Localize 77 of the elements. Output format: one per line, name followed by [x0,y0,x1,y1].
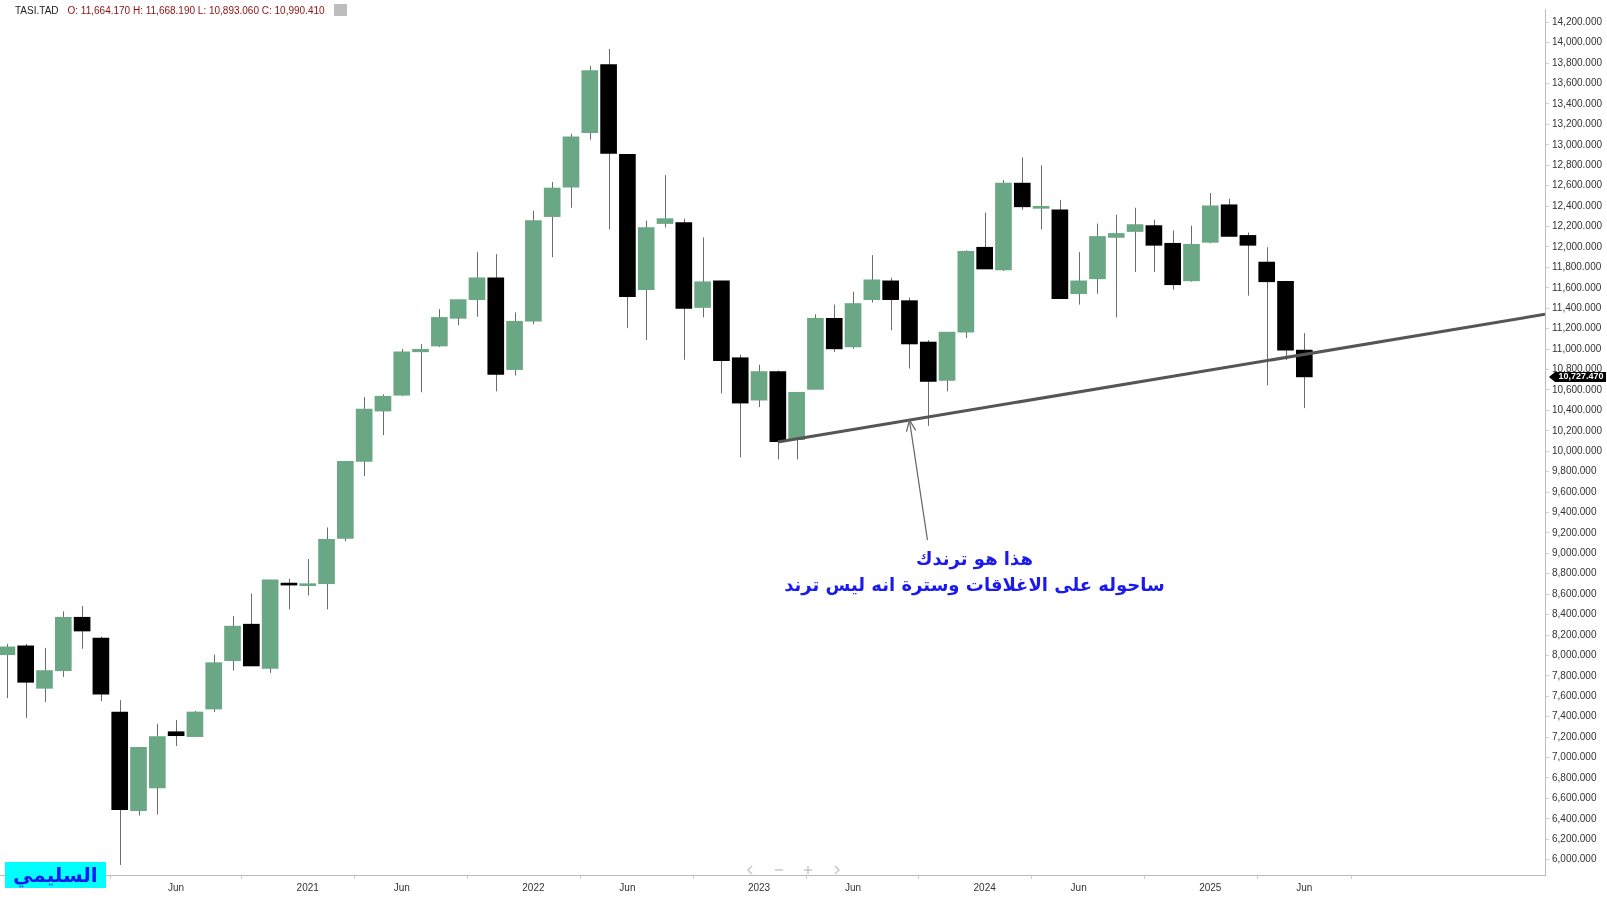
x-tick-label: Jun [1070,881,1087,893]
y-tick-label: 9,600.000 [1552,485,1597,497]
y-tick-label: 14,200.000 [1552,16,1603,28]
y-tick-label: 13,800.000 [1552,56,1603,68]
candlestick [374,393,392,436]
y-tick-label: 10,600.000 [1552,383,1603,395]
text: 10,727.470 [1558,371,1604,382]
x-tick-label: 2021 [296,881,320,893]
y-tick-label: 14,000.000 [1552,36,1603,48]
x-tick-label: 2022 [522,881,545,893]
candlestick [863,254,881,303]
y-tick-label: 9,800.000 [1552,465,1597,477]
candlestick [0,643,16,699]
y-tick-label: 10,000.000 [1552,444,1603,456]
chart-subtitle: O: 11,664.170 H: 11,668.190 L: 10,893.060 C: 10,990.410 [67,4,325,16]
annotation: السليمي [5,862,106,888]
y-tick-label: 11,000.000 [1552,342,1602,354]
candlestick [882,277,899,331]
candlestick [167,719,185,747]
y-tick-label: 6,800.000 [1552,771,1597,783]
y-tick-label: 8,000.000 [1552,649,1597,661]
x-tick-label: 2024 [973,881,997,893]
y-tick-label: 12,600.000 [1552,179,1603,191]
y-tick-label: 9,000.000 [1552,547,1597,559]
y-tick-label: 6,400.000 [1552,812,1597,824]
x-tick-label: Jun [844,881,862,893]
y-tick-label: 7,800.000 [1552,669,1597,681]
candlestick [1070,251,1088,306]
candlestick [976,212,993,270]
candlestick [1126,207,1144,273]
annotation: هذا هو ترندك ساحوله على الاغلاقات وسترة انه ليس ترند [784,547,1165,596]
y-tick-label: 11,400.000 [1552,301,1602,313]
candlestick [36,647,53,703]
y-tick-label: 11,200.000 [1552,322,1602,334]
candlestick [73,605,91,650]
candlestick [1239,231,1257,297]
y-tick-label: 7,200.000 [1552,730,1597,742]
candlestick [1032,164,1050,230]
y-tick-label: 6,600.000 [1552,792,1597,804]
y-tick-label: 6,200.000 [1552,833,1597,845]
candlestick [412,343,429,393]
y-tick-label: 10,400.000 [1552,404,1603,416]
candlestick [299,558,317,596]
y-tick-label: 8,600.000 [1552,587,1597,599]
y-tick-label: 10,200.000 [1552,424,1603,436]
y-tick-label: 13,600.000 [1552,77,1603,89]
candlestick [1258,246,1276,386]
y-tick-label: 12,200.000 [1552,220,1603,232]
chart-title: TASI.TAD [15,4,59,16]
candlestick [449,299,467,326]
y-tick-label: 12,800.000 [1552,159,1603,170]
y-tick-label: 12,400.000 [1552,199,1603,211]
candlestick [468,251,486,318]
y-tick-label: 12,000.000 [1552,240,1603,252]
y-tick-label: 8,200.000 [1552,628,1597,640]
candlestick [656,174,674,229]
y-tick-label: 9,400.000 [1552,506,1597,518]
y-tick-label: 8,400.000 [1552,608,1597,620]
y-tick-label: 13,000.000 [1552,138,1603,150]
x-tick-label: 2025 [1199,881,1222,893]
y-tick-label: 11,600.000 [1552,281,1602,293]
x-tick-label: 2023 [747,881,771,893]
y-tick-label: 13,400.000 [1552,97,1603,109]
y-tick-label: 8,800.000 [1552,567,1597,579]
y-tick-label: 7,400.000 [1552,710,1597,722]
x-tick-label: Jun [168,881,185,893]
y-tick-label: 13,200.000 [1552,118,1603,130]
candlestick [1107,214,1125,318]
x-tick-label: Jun [1296,881,1313,893]
y-tick-label: 11,800.000 [1552,261,1602,273]
x-tick-label: Jun [619,881,636,893]
x-tick-label: Jun [393,881,410,893]
candlestick [1145,219,1163,273]
y-tick-label: 7,000.000 [1552,751,1597,763]
y-tick-label: 6,000.000 [1552,853,1597,865]
y-tick-label: 7,600.000 [1552,690,1597,702]
y-tick-label: 9,200.000 [1552,526,1597,538]
